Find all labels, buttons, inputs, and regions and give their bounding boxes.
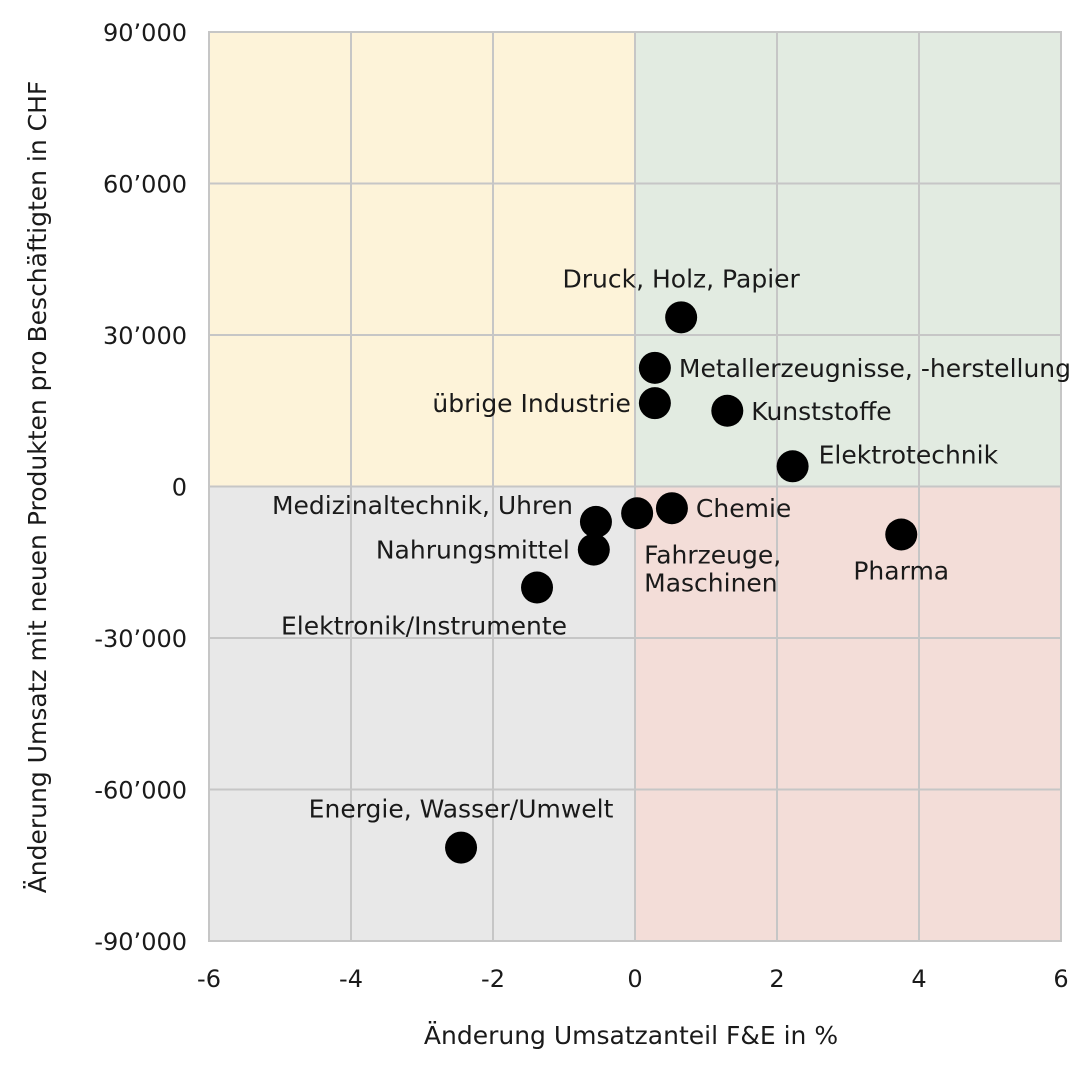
x-tick-label: 2 <box>769 965 784 993</box>
x-tick-labels: -6 -4 -2 0 2 4 6 <box>197 965 1069 993</box>
plot-frame <box>208 31 1062 942</box>
plot-border <box>208 31 1062 942</box>
data-point <box>521 571 554 604</box>
y-tick-label: -60’000 <box>94 777 187 805</box>
point-label: Chemie <box>696 494 791 523</box>
x-tick-label: -4 <box>339 965 363 993</box>
y-axis-label: Änderung Umsatz mit neuen Produkten pro … <box>23 81 52 894</box>
quadrant-bottom-right <box>635 486 1061 941</box>
point-label: Elektrotechnik <box>819 440 999 469</box>
y-tick-label: 0 <box>172 474 187 502</box>
data-point <box>776 450 809 483</box>
quadrant-top-right <box>635 32 1061 487</box>
data-points <box>445 301 918 864</box>
x-tick-label: -2 <box>481 965 505 993</box>
y-tick-label: 30’000 <box>103 322 187 350</box>
x-tick-label: 6 <box>1053 965 1068 993</box>
data-point <box>655 492 688 525</box>
point-label: Nahrungsmittel <box>376 536 570 565</box>
point-label: Kunststoffe <box>751 397 891 426</box>
y-tick-labels: 90’000 60’000 30’000 0 -30’000 -60’000 -90’000 <box>94 19 187 956</box>
data-point <box>577 533 610 566</box>
data-point <box>638 351 671 384</box>
point-label: Metallerzeugnisse, -herstellung <box>679 354 1071 383</box>
point-label: Elektronik/Instrumente <box>281 612 567 641</box>
x-tick-label: 4 <box>911 965 926 993</box>
data-point <box>638 387 671 420</box>
point-label: Medizinaltechnik, Uhren <box>272 491 573 520</box>
quadrant-backgrounds <box>209 32 1061 941</box>
data-point <box>621 497 654 530</box>
point-label: Pharma <box>853 556 949 585</box>
quadrant-bottom-left <box>209 486 635 941</box>
point-label: Fahrzeuge, Maschinen <box>644 540 781 597</box>
y-tick-label: 90’000 <box>103 19 187 47</box>
point-labels: Druck, Holz, Papier Metallerzeugnisse, -h… <box>272 264 1071 823</box>
x-tick-label: 0 <box>627 965 642 993</box>
data-point <box>665 301 698 334</box>
data-point <box>711 394 744 427</box>
data-point <box>445 831 478 864</box>
y-tick-label: -90’000 <box>94 928 187 956</box>
quadrant-top-left <box>209 32 635 487</box>
point-label: Druck, Holz, Papier <box>563 264 801 293</box>
y-tick-label: 60’000 <box>103 171 187 199</box>
x-axis-label: Änderung Umsatzanteil F&E in % <box>424 1021 838 1050</box>
point-label: übrige Industrie <box>432 389 631 418</box>
y-tick-label: -30’000 <box>94 625 187 653</box>
data-point <box>885 518 918 551</box>
point-label: Energie, Wasser/Umwelt <box>309 795 614 824</box>
x-tick-label: -6 <box>197 965 221 993</box>
data-point <box>579 505 612 538</box>
